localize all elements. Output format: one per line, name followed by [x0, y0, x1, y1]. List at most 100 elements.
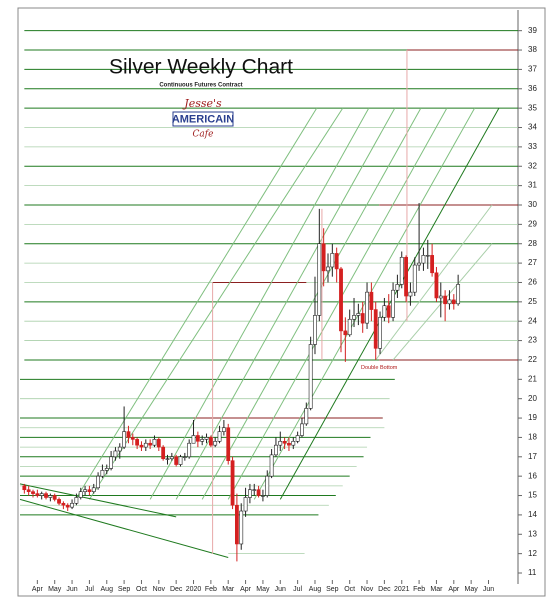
- candle-body: [248, 489, 252, 498]
- candle-body: [169, 456, 174, 460]
- candle-body: [174, 456, 179, 465]
- candle-body: [295, 435, 300, 442]
- candle-body: [143, 442, 148, 448]
- candle-body: [399, 256, 404, 285]
- candle-body: [378, 317, 382, 349]
- candle-body: [57, 499, 61, 504]
- x-tick-label: 2020: [186, 586, 202, 593]
- candle-body: [308, 344, 313, 409]
- logo-box: [172, 111, 234, 127]
- candle-body: [234, 504, 239, 545]
- x-tick-label: Jul: [293, 586, 302, 593]
- trendline: [19, 498, 229, 559]
- candle-body: [421, 255, 426, 264]
- candle-body: [87, 489, 92, 492]
- candle-body: [282, 441, 287, 444]
- y-tick-label: 34: [528, 123, 537, 132]
- candle-body: [221, 427, 226, 432]
- trendline: [375, 204, 493, 361]
- candle-body: [447, 299, 452, 305]
- x-tick-label: Aug: [101, 586, 114, 593]
- candle-body: [39, 493, 44, 496]
- trendline: [88, 107, 344, 500]
- candle-body: [343, 330, 348, 336]
- candle-body: [139, 444, 144, 448]
- logo-middle: AMERICAIN: [172, 113, 234, 125]
- trendline: [19, 483, 177, 518]
- candle-body: [269, 454, 274, 477]
- y-tick-label: 15: [528, 491, 537, 500]
- trendline: [392, 243, 493, 361]
- candle-body: [48, 495, 53, 498]
- x-tick-label: Jun: [275, 586, 286, 593]
- trendline: [253, 107, 476, 500]
- trendline: [175, 107, 396, 500]
- candle-body: [104, 468, 109, 471]
- candle-body: [78, 491, 83, 498]
- y-tick-label: 22: [528, 355, 537, 364]
- candle-body: [334, 253, 339, 270]
- y-tick-label: 13: [528, 529, 537, 538]
- candle-body: [265, 475, 270, 496]
- y-tick-label: 12: [528, 549, 537, 558]
- x-tick-label: Dec: [378, 586, 391, 593]
- candle-body: [239, 510, 244, 545]
- candle-body: [287, 442, 291, 446]
- candle-body: [191, 435, 196, 444]
- candle-body: [152, 439, 157, 446]
- x-tick-label: Nov: [153, 586, 166, 593]
- trendline: [201, 107, 422, 500]
- candle-body: [204, 437, 209, 440]
- candle-body: [386, 305, 391, 318]
- candle-body: [148, 442, 153, 446]
- x-tick-label: Aug: [309, 586, 322, 593]
- candle-body: [161, 446, 166, 460]
- candle-body: [187, 442, 192, 458]
- y-tick-label: 19: [528, 413, 537, 422]
- x-tick-label: Jun: [483, 586, 494, 593]
- y-tick-label: 29: [528, 219, 537, 228]
- y-tick-label: 37: [528, 65, 537, 74]
- candle-body: [339, 268, 343, 332]
- candle-body: [96, 475, 100, 489]
- candle-body: [252, 489, 257, 491]
- candle-body: [291, 441, 296, 446]
- candle-body: [317, 243, 322, 316]
- x-tick-label: Sep: [118, 586, 131, 593]
- x-tick-label: Dec: [170, 586, 183, 593]
- candle-body: [200, 439, 205, 442]
- logo-top: Jesse's: [182, 97, 222, 110]
- candle-body: [352, 315, 356, 320]
- x-tick-label: Nov: [361, 586, 374, 593]
- candle-body: [443, 295, 448, 305]
- y-tick-label: 23: [528, 336, 537, 345]
- candle-body: [26, 489, 31, 492]
- candle-body: [261, 495, 265, 497]
- frame: [17, 7, 546, 597]
- candle-body: [365, 291, 369, 324]
- y-tick-label: 17: [528, 452, 537, 461]
- candle-body: [230, 460, 235, 506]
- candle-body: [438, 295, 443, 299]
- candle-body: [395, 284, 400, 291]
- chart-subtitle: Continuous Futures Contract: [159, 83, 242, 89]
- candle-body: [347, 318, 352, 336]
- y-tick-label: 35: [528, 103, 537, 112]
- candle-body: [256, 489, 261, 496]
- candle-body: [369, 291, 374, 310]
- y-tick-label: 30: [528, 200, 537, 209]
- candle-body: [300, 423, 304, 436]
- y-tick-label: 33: [528, 142, 537, 151]
- candle-body: [274, 444, 278, 456]
- candle-body: [326, 266, 330, 272]
- candles-layer: [22, 203, 461, 562]
- candle-body: [217, 431, 222, 442]
- candle-body: [109, 456, 113, 469]
- candle-body: [70, 502, 74, 508]
- candle-body: [425, 255, 430, 257]
- x-tick-label: Apr: [448, 586, 460, 593]
- x-tick-label: May: [256, 586, 270, 593]
- candle-body: [330, 253, 335, 268]
- lines-layer: [19, 10, 522, 584]
